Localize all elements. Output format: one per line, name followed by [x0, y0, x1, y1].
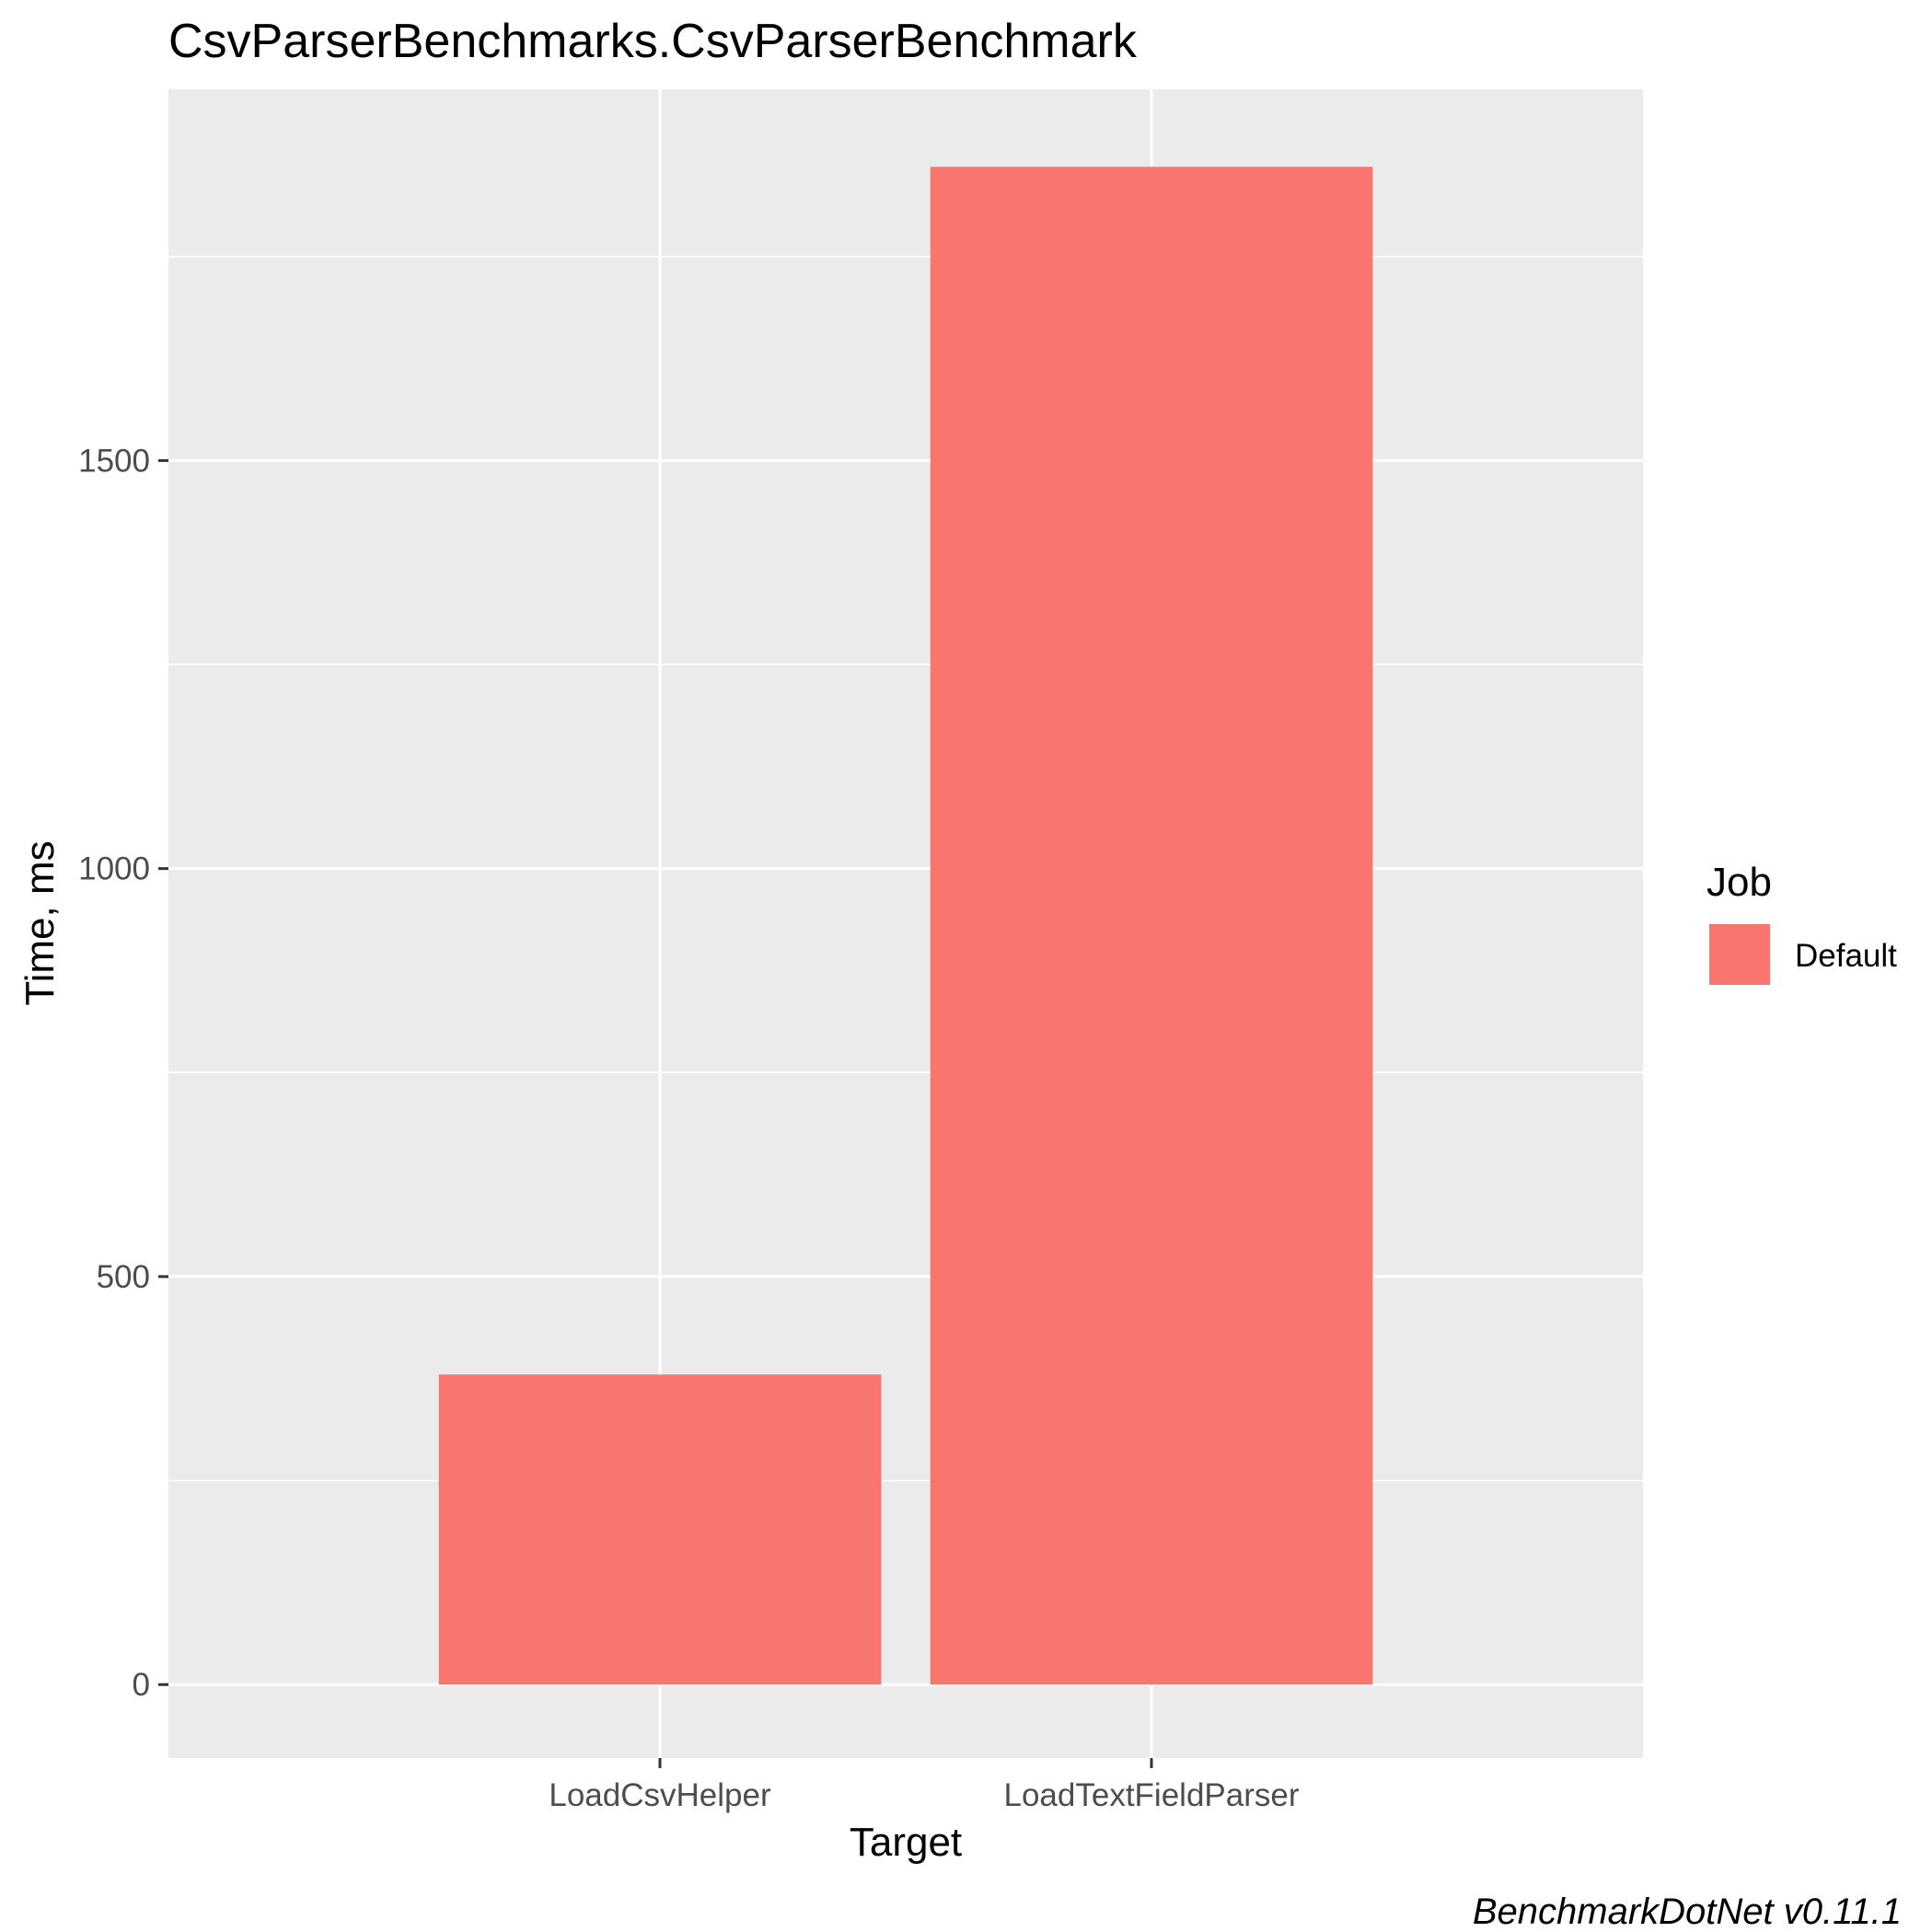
axes: 0 500 1000 1500 LoadCsvHelper LoadTextFieldPa… — [78, 443, 1300, 1813]
y-tick-label: 1000 — [78, 851, 150, 887]
y-tick-label: 1500 — [78, 443, 150, 479]
legend-title: Job — [1706, 860, 1772, 905]
caption: BenchmarkDotNet v0.11.1 — [1473, 1892, 1902, 1932]
chart-title: CsvParserBenchmarks.CsvParserBenchmark — [168, 15, 1138, 68]
bar-LoadCsvHelper — [438, 1374, 882, 1685]
y-axis-title: Time, ms — [17, 840, 63, 1005]
plot-panel — [168, 89, 1643, 1758]
legend-key-default — [1709, 924, 1770, 985]
x-tick-label: LoadCsvHelper — [549, 1777, 771, 1813]
bars — [438, 167, 1373, 1685]
y-tick-label: 0 — [133, 1667, 150, 1703]
x-axis-title: Target — [850, 1820, 962, 1865]
x-tick-label: LoadTextFieldParser — [1004, 1777, 1300, 1813]
bar-LoadTextFieldParser — [930, 167, 1373, 1685]
legend: Job Default — [1706, 860, 1897, 985]
y-tick-label: 500 — [97, 1259, 150, 1295]
legend-label-default: Default — [1795, 938, 1897, 974]
